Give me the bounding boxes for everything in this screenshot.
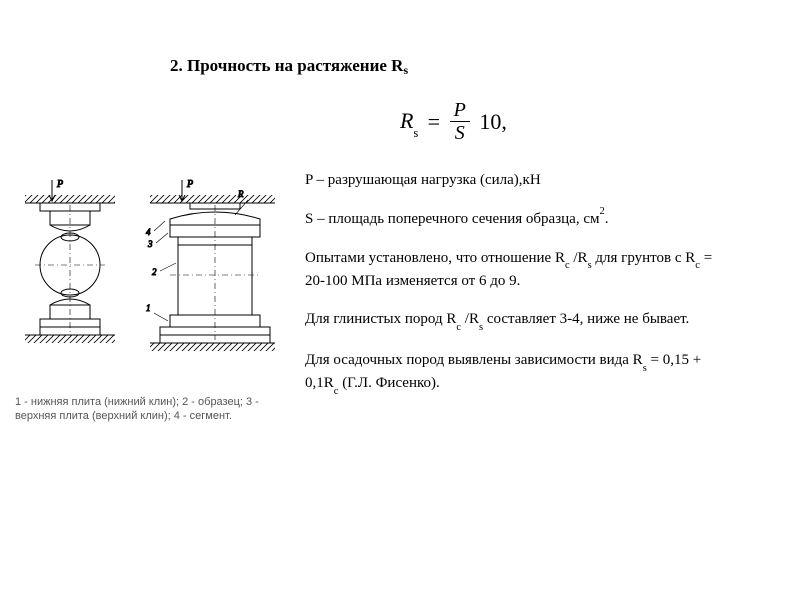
svg-text:4: 4 xyxy=(146,227,151,237)
para-s: S – площадь поперечного сечения образца,… xyxy=(305,208,735,229)
title-sub: s xyxy=(403,63,408,77)
figure-caption: 1 - нижняя плита (нижний клин); 2 - обра… xyxy=(15,395,295,424)
section-title: 2. Прочность на растяжение Rs xyxy=(170,55,408,78)
p3b: /R xyxy=(570,250,588,266)
p4a: Для глинистых пород R xyxy=(305,311,456,327)
diagram-svg: P xyxy=(10,175,290,385)
para-p: P – разрушающая нагрузка (сила),кН xyxy=(305,170,735,190)
formula-eq: = xyxy=(424,109,444,134)
formula-lhs-sym: R xyxy=(400,108,413,133)
p3s3: c xyxy=(695,260,700,271)
p2a: S – площадь поперечного сечения образца,… xyxy=(305,211,599,227)
p4s1: c xyxy=(456,322,461,333)
p4s2: s xyxy=(479,322,483,333)
formula-lhs-sub: s xyxy=(413,126,418,140)
para-ratio: Опытами установлено, что отношение Rc /R… xyxy=(305,248,735,291)
body-text: P – разрушающая нагрузка (сила),кН S – п… xyxy=(305,170,735,414)
formula-lhs: Rs xyxy=(400,108,424,133)
para-sediment: Для осадочных пород выявлены зависимости… xyxy=(305,350,735,396)
p4b: /R xyxy=(461,311,479,327)
svg-text:2: 2 xyxy=(152,267,157,277)
para-clay: Для глинистых пород Rc /Rs составляет 3-… xyxy=(305,309,735,332)
figure-diagram: P xyxy=(10,175,290,385)
p5c: (Г.Л. Фисенко). xyxy=(338,375,439,391)
formula-fraction: P S xyxy=(450,100,470,143)
p3a: Опытами установлено, что отношение R xyxy=(305,250,565,266)
svg-text:P: P xyxy=(186,179,193,190)
svg-text:3: 3 xyxy=(147,239,153,249)
svg-text:P: P xyxy=(56,179,63,190)
formula-num: P xyxy=(450,100,470,122)
p4c: составляет 3-4, ниже не бывает. xyxy=(483,311,689,327)
p3s1: c xyxy=(565,260,570,271)
title-text: 2. Прочность на растяжение R xyxy=(170,56,403,75)
p5s2: c xyxy=(334,386,339,397)
p1: P – разрушающая нагрузка (сила),кН xyxy=(305,172,541,188)
p2b: . xyxy=(605,211,609,227)
p3s2: s xyxy=(588,260,592,271)
svg-text:R: R xyxy=(237,189,244,199)
formula: Rs = P S 10, xyxy=(400,100,511,143)
formula-den: S xyxy=(450,122,470,143)
p3c: для грунтов с R xyxy=(592,250,696,266)
p2sup: 2 xyxy=(599,206,604,217)
formula-tail: 10, xyxy=(475,109,511,134)
p5s1: s xyxy=(643,363,647,374)
page: 2. Прочность на растяжение Rs Rs = P S 1… xyxy=(0,0,800,600)
p5a: Для осадочных пород выявлены зависимости… xyxy=(305,352,643,368)
svg-text:1: 1 xyxy=(146,303,151,313)
